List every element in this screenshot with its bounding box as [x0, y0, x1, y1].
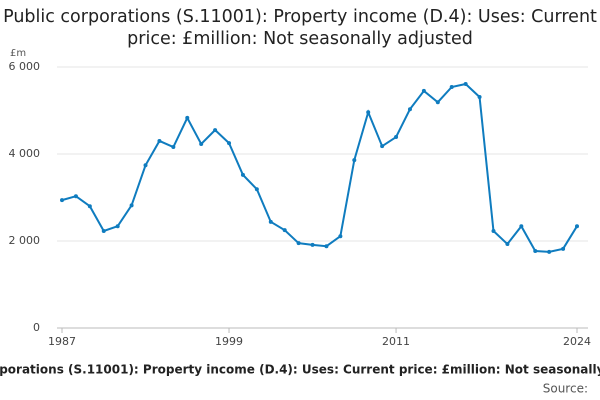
- point: [394, 135, 399, 140]
- point: [380, 144, 385, 149]
- point: [73, 194, 78, 199]
- point: [352, 158, 357, 163]
- point: [477, 95, 482, 100]
- point: [268, 219, 273, 224]
- point: [87, 204, 92, 209]
- point: [185, 115, 190, 120]
- point: [143, 163, 148, 168]
- point: [199, 141, 204, 146]
- point: [101, 228, 106, 233]
- point: [407, 107, 412, 112]
- point: [296, 241, 301, 246]
- y-tick-label: 2 000: [9, 234, 41, 247]
- point: [324, 244, 329, 249]
- line: [61, 82, 578, 253]
- point: [547, 249, 552, 254]
- x-tick-label: 2024: [563, 335, 591, 348]
- x-tick-label: 2011: [382, 335, 410, 348]
- point: [240, 172, 245, 177]
- point: [449, 85, 454, 90]
- point: [366, 110, 371, 115]
- source-label: Source:: [543, 382, 588, 396]
- point: [171, 145, 176, 150]
- point: [435, 100, 440, 105]
- point: [519, 224, 524, 229]
- point: [575, 224, 579, 229]
- point: [561, 246, 566, 251]
- point: [310, 242, 315, 247]
- x-tick-label: 1999: [215, 335, 243, 348]
- chart-title: Public corporations (S.11001): Property …: [3, 7, 597, 49]
- point: [213, 128, 218, 133]
- point: [421, 88, 426, 93]
- point: [129, 203, 134, 208]
- x-tick-label: 1987: [48, 335, 76, 348]
- point: [60, 198, 64, 203]
- footer-title: Public corporations (S.11001): Property …: [0, 363, 600, 377]
- point: [505, 242, 510, 247]
- point: [533, 249, 538, 254]
- y-tick-label: 6 000: [9, 60, 41, 73]
- y-tick-label: 4 000: [9, 147, 41, 160]
- point: [463, 81, 468, 86]
- point: [115, 224, 120, 229]
- point: [254, 187, 259, 192]
- point: [227, 141, 232, 146]
- point: [157, 138, 162, 143]
- y-tick-label: 0: [33, 321, 40, 334]
- point: [338, 234, 343, 239]
- y-axis-label: £m: [10, 48, 26, 59]
- point: [491, 228, 496, 233]
- point: [282, 228, 287, 233]
